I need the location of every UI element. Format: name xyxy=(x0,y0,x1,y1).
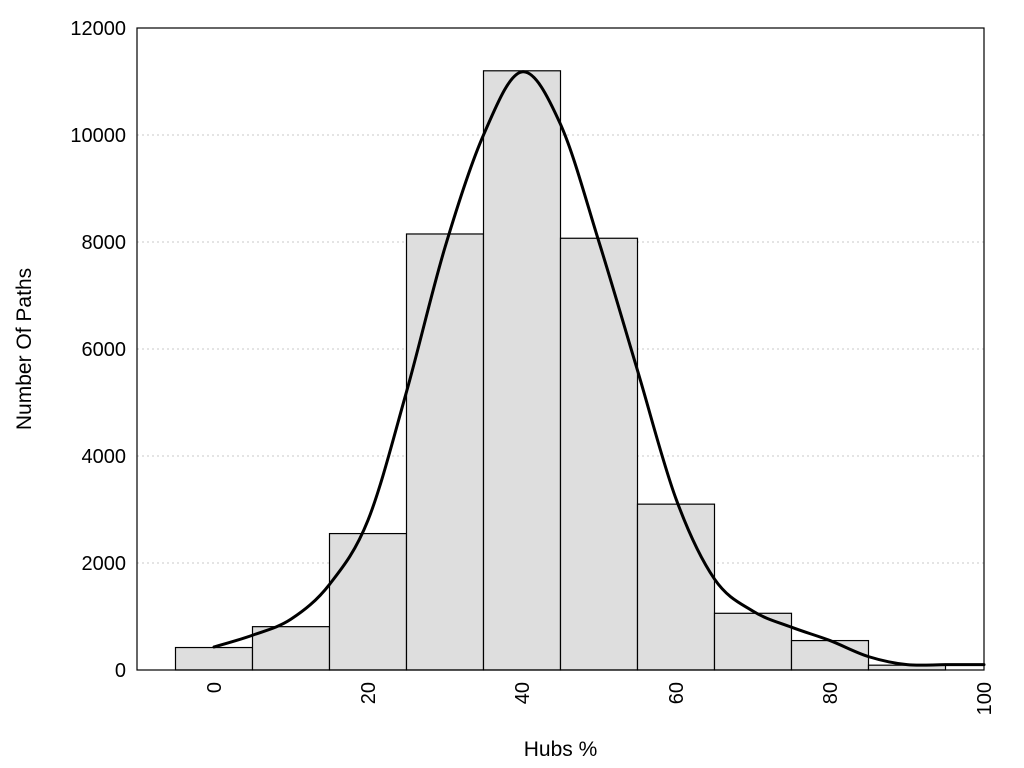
histogram-bar xyxy=(174,646,254,671)
bars xyxy=(174,70,947,671)
x-tick-labels: 0 20 40 60 80 100 xyxy=(204,682,996,715)
x-tick-label: 100 xyxy=(974,682,996,715)
plot-frame xyxy=(136,27,985,671)
histogram-bar xyxy=(251,626,331,671)
histogram-bar xyxy=(405,233,485,671)
density-curve xyxy=(212,70,986,667)
histogram-bar xyxy=(559,237,639,671)
y-tick-label: 8000 xyxy=(82,232,127,254)
grid-lines xyxy=(137,134,984,564)
x-tick-label: 0 xyxy=(204,682,226,693)
histogram-bar xyxy=(482,70,562,671)
histogram-bar xyxy=(636,503,716,671)
x-axis-title: Hubs % xyxy=(524,738,598,761)
y-tick-label: 2000 xyxy=(82,553,127,575)
y-tick-labels: 0 2000 4000 6000 8000 10000 12000 xyxy=(70,18,126,682)
y-tick-label: 10000 xyxy=(70,125,126,147)
y-tick-label: 12000 xyxy=(70,18,126,40)
y-tick-label: 6000 xyxy=(82,339,127,361)
x-tick-label: 60 xyxy=(666,682,688,704)
y-tick-label: 0 xyxy=(115,660,126,682)
x-tick-label: 80 xyxy=(820,682,842,704)
x-tick-label: 40 xyxy=(512,682,534,704)
y-tick-label: 4000 xyxy=(82,446,127,468)
y-axis-title: Number Of Paths xyxy=(13,268,36,430)
histogram-bar xyxy=(328,532,408,671)
histogram-bar xyxy=(790,639,870,671)
x-tick-label: 20 xyxy=(358,682,380,704)
